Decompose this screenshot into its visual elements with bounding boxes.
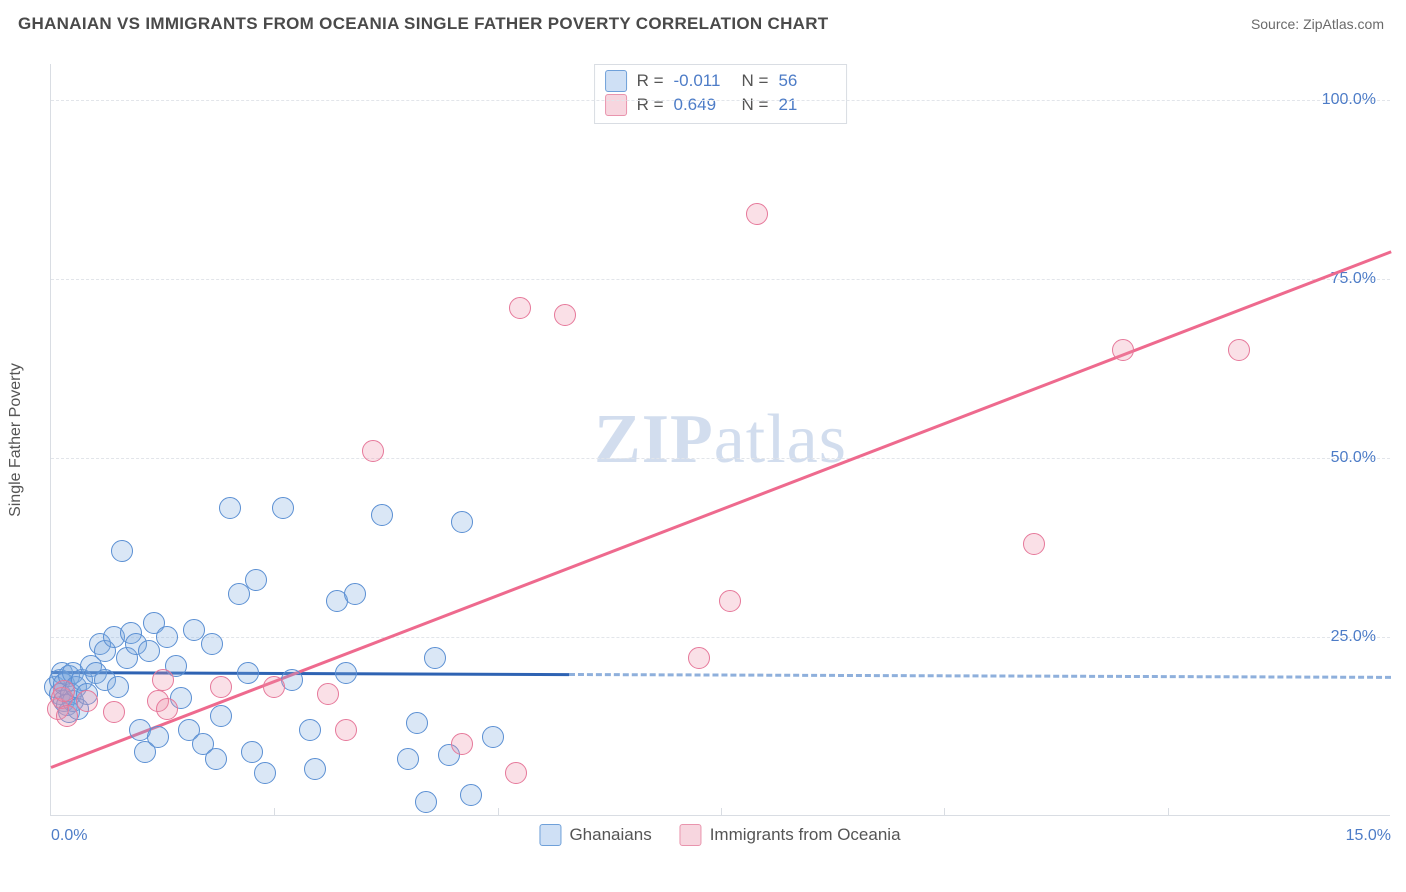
scatter-point: [210, 705, 232, 727]
scatter-point: [688, 647, 710, 669]
legend-swatch-0: [539, 824, 561, 846]
scatter-point: [254, 762, 276, 784]
scatter-point: [103, 701, 125, 723]
stats-row-series-1: R = 0.649 N = 21: [605, 93, 837, 117]
stat-n-label: N =: [742, 95, 769, 115]
scatter-point: [219, 497, 241, 519]
x-minor-tick: [1168, 808, 1169, 816]
x-minor-tick: [721, 808, 722, 816]
scatter-point: [241, 741, 263, 763]
watermark-strong: ZIP: [594, 401, 714, 478]
scatter-point: [1112, 339, 1134, 361]
scatter-point: [406, 712, 428, 734]
stat-n-label: N =: [742, 71, 769, 91]
scatter-point: [56, 705, 78, 727]
y-tick-label: 50.0%: [1331, 449, 1376, 467]
scatter-point: [451, 733, 473, 755]
gridline-horizontal: [51, 637, 1390, 638]
swatch-series-0: [605, 70, 627, 92]
scatter-point: [205, 748, 227, 770]
scatter-point: [509, 297, 531, 319]
scatter-point: [210, 676, 232, 698]
scatter-point: [156, 626, 178, 648]
gridline-horizontal: [51, 458, 1390, 459]
stat-n-value: 56: [778, 71, 836, 91]
scatter-point: [201, 633, 223, 655]
stat-n-value: 21: [778, 95, 836, 115]
plot-area: ZIPatlas R = -0.011 N = 56 R = 0.649 N =…: [50, 64, 1390, 816]
stats-row-series-0: R = -0.011 N = 56: [605, 69, 837, 93]
scatter-point: [138, 640, 160, 662]
source-attribution: Source: ZipAtlas.com: [1251, 16, 1384, 32]
x-minor-tick: [944, 808, 945, 816]
scatter-point: [460, 784, 482, 806]
scatter-point: [228, 583, 250, 605]
scatter-point: [147, 726, 169, 748]
correlation-stats-box: R = -0.011 N = 56 R = 0.649 N = 21: [594, 64, 848, 124]
scatter-point: [451, 511, 473, 533]
trend-line: [51, 671, 569, 676]
x-tick-label: 0.0%: [51, 827, 87, 845]
legend-label-1: Immigrants from Oceania: [710, 825, 901, 845]
legend-item-series-1: Immigrants from Oceania: [680, 824, 901, 846]
y-axis-title: Single Father Poverty: [7, 363, 25, 517]
legend-label-0: Ghanaians: [569, 825, 651, 845]
scatter-point: [719, 590, 741, 612]
scatter-point: [107, 676, 129, 698]
scatter-point: [371, 504, 393, 526]
scatter-point: [415, 791, 437, 813]
stat-r-label: R =: [637, 95, 664, 115]
y-tick-label: 25.0%: [1331, 628, 1376, 646]
legend: Ghanaians Immigrants from Oceania: [539, 824, 900, 846]
gridline-horizontal: [51, 100, 1390, 101]
x-minor-tick: [274, 808, 275, 816]
stat-r-value: 0.649: [674, 95, 732, 115]
scatter-point: [53, 680, 75, 702]
scatter-point: [344, 583, 366, 605]
scatter-point: [1228, 339, 1250, 361]
legend-swatch-1: [680, 824, 702, 846]
scatter-point: [362, 440, 384, 462]
scatter-point: [554, 304, 576, 326]
x-tick-label: 15.0%: [1346, 827, 1391, 845]
scatter-point: [424, 647, 446, 669]
scatter-point: [505, 762, 527, 784]
scatter-point: [482, 726, 504, 748]
scatter-point: [335, 662, 357, 684]
y-tick-label: 100.0%: [1322, 91, 1376, 109]
gridline-horizontal: [51, 279, 1390, 280]
legend-item-series-0: Ghanaians: [539, 824, 651, 846]
scatter-point: [317, 683, 339, 705]
scatter-point: [299, 719, 321, 741]
scatter-point: [1023, 533, 1045, 555]
swatch-series-1: [605, 94, 627, 116]
stat-r-label: R =: [637, 71, 664, 91]
scatter-point: [304, 758, 326, 780]
trend-line: [50, 250, 1391, 768]
scatter-point: [397, 748, 419, 770]
scatter-point: [111, 540, 133, 562]
scatter-point: [263, 676, 285, 698]
x-minor-tick: [498, 808, 499, 816]
watermark: ZIPatlas: [594, 400, 847, 480]
scatter-point: [156, 698, 178, 720]
trend-line-extrapolated: [569, 673, 1391, 679]
chart-title: GHANAIAN VS IMMIGRANTS FROM OCEANIA SING…: [18, 14, 829, 34]
scatter-point: [335, 719, 357, 741]
source-label: Source:: [1251, 16, 1303, 32]
scatter-point: [152, 669, 174, 691]
scatter-point: [76, 690, 98, 712]
scatter-point: [245, 569, 267, 591]
scatter-point: [746, 203, 768, 225]
scatter-point: [272, 497, 294, 519]
plot-container: ZIPatlas R = -0.011 N = 56 R = 0.649 N =…: [50, 64, 1390, 816]
source-link[interactable]: ZipAtlas.com: [1303, 16, 1384, 32]
stat-r-value: -0.011: [674, 71, 732, 91]
scatter-point: [237, 662, 259, 684]
